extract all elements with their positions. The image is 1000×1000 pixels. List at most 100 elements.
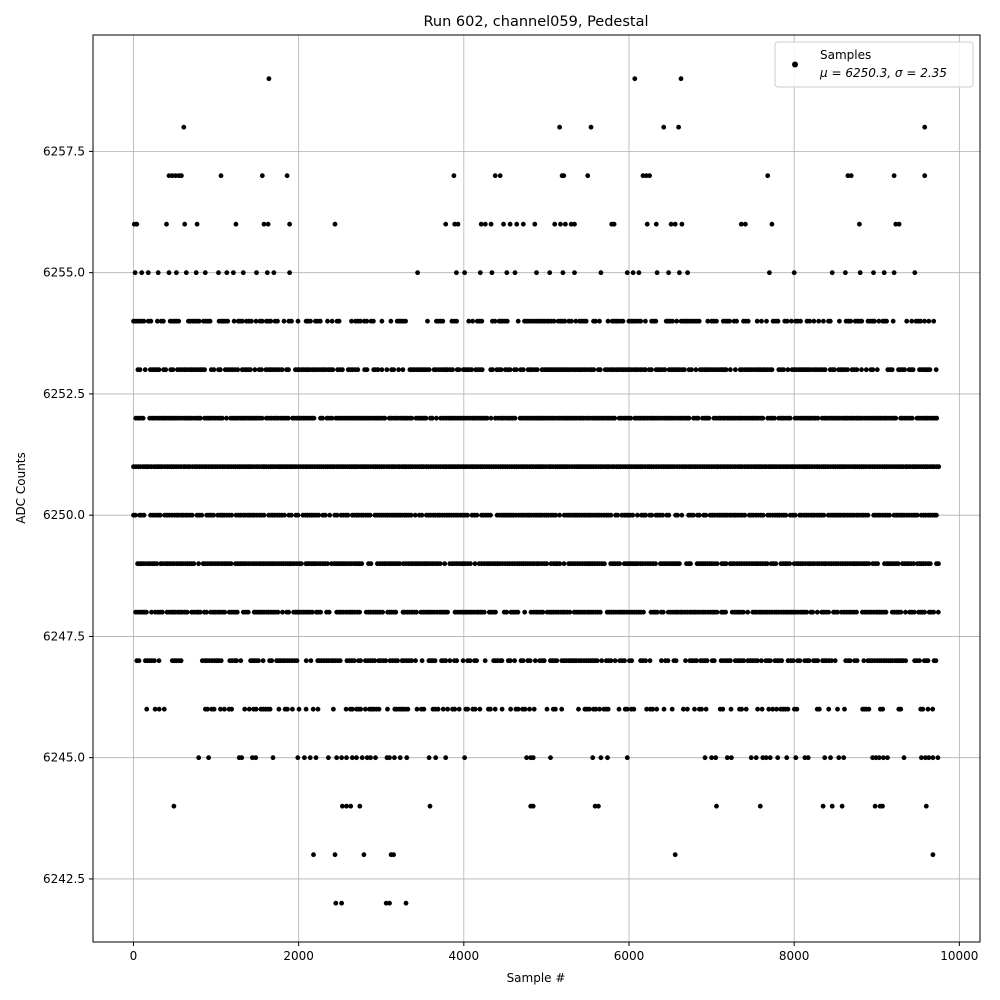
y-tick-label: 6255.0 — [43, 266, 85, 280]
data-point — [563, 221, 568, 227]
data-point — [308, 658, 314, 664]
data-point — [426, 755, 432, 761]
data-point — [379, 318, 385, 324]
data-point — [590, 755, 596, 761]
data-point — [866, 561, 872, 567]
data-point — [332, 221, 338, 227]
legend-label: Samples — [820, 48, 871, 62]
y-tick-label: 6242.5 — [43, 872, 85, 886]
data-point — [910, 367, 916, 373]
data-point — [397, 755, 403, 761]
data-point — [775, 318, 781, 324]
data-point — [829, 658, 834, 664]
data-point — [783, 512, 789, 518]
x-tick-label: 8000 — [779, 949, 810, 963]
data-point — [733, 367, 738, 373]
data-point — [541, 658, 547, 664]
data-point — [912, 270, 918, 276]
data-point — [329, 415, 335, 421]
data-point — [679, 512, 685, 518]
data-point — [447, 658, 453, 664]
data-point — [557, 124, 562, 130]
data-point — [885, 755, 890, 761]
data-point — [499, 658, 505, 664]
data-point — [883, 609, 889, 615]
data-point — [488, 512, 493, 518]
data-point — [295, 512, 301, 518]
data-point — [909, 318, 915, 324]
data-point — [647, 173, 652, 179]
data-point — [156, 706, 162, 712]
data-point — [266, 76, 272, 82]
data-point — [781, 367, 786, 373]
data-point — [261, 512, 267, 518]
data-point — [724, 755, 730, 761]
data-point — [743, 221, 748, 227]
data-point — [909, 415, 915, 421]
data-point — [874, 367, 880, 373]
data-point — [829, 803, 835, 809]
data-point — [713, 755, 719, 761]
data-point — [557, 561, 563, 567]
data-point — [414, 706, 420, 712]
data-point — [728, 706, 734, 712]
data-point — [821, 318, 826, 324]
data-point — [930, 755, 936, 761]
data-point — [140, 415, 146, 421]
data-point — [624, 706, 630, 712]
data-point — [228, 561, 234, 567]
data-point — [395, 658, 400, 664]
data-point — [163, 367, 169, 373]
data-point — [358, 706, 364, 712]
data-point — [594, 658, 600, 664]
data-point — [612, 415, 618, 421]
data-point — [920, 706, 926, 712]
data-point — [804, 609, 810, 615]
data-point — [182, 221, 188, 227]
data-point — [325, 318, 330, 324]
data-point — [685, 706, 690, 712]
data-point — [154, 561, 160, 567]
data-point — [557, 512, 562, 518]
data-point — [898, 706, 904, 712]
data-point — [184, 609, 190, 615]
data-point — [560, 270, 566, 276]
data-point — [682, 367, 687, 373]
data-point — [688, 561, 693, 567]
data-point — [829, 270, 835, 276]
data-point — [891, 173, 897, 179]
data-point — [465, 512, 470, 518]
data-point — [351, 658, 357, 664]
data-point — [935, 609, 941, 615]
data-point — [743, 706, 749, 712]
data-point — [567, 609, 573, 615]
data-point — [540, 609, 546, 615]
data-point — [866, 706, 872, 712]
data-point — [467, 658, 473, 664]
data-point — [392, 755, 397, 761]
data-point — [235, 367, 241, 373]
data-point — [531, 706, 537, 712]
data-point — [183, 270, 189, 276]
data-point — [611, 221, 617, 227]
data-point — [442, 561, 448, 567]
data-point — [832, 658, 838, 664]
data-point — [723, 609, 728, 615]
data-point — [927, 561, 933, 567]
data-point — [759, 658, 764, 664]
data-point — [343, 706, 349, 712]
data-point — [527, 658, 533, 664]
data-point — [591, 367, 597, 373]
data-point — [911, 609, 917, 615]
data-point — [660, 512, 665, 518]
data-point — [222, 609, 228, 615]
data-point — [218, 367, 223, 373]
data-point — [432, 658, 438, 664]
data-point — [673, 658, 679, 664]
data-point — [522, 609, 528, 615]
data-point — [898, 609, 904, 615]
data-point — [156, 367, 162, 373]
data-point — [572, 270, 577, 276]
data-point — [605, 755, 610, 761]
data-point — [728, 367, 733, 373]
